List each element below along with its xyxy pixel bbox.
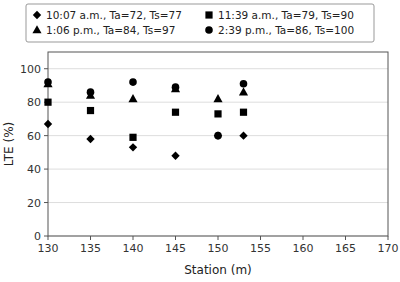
point [44, 99, 51, 106]
legend-label: 1:06 p.m., Ta=84, Ts=97 [46, 24, 175, 36]
series [44, 120, 248, 160]
point [87, 107, 94, 114]
x-tick-label: 145 [165, 242, 186, 255]
point [171, 84, 180, 92]
point [213, 94, 222, 102]
legend-box [26, 4, 374, 42]
y-tick [44, 169, 48, 170]
point [129, 78, 137, 86]
x-axis-label: Station (m) [184, 263, 252, 277]
series [44, 78, 247, 139]
x-tick-label: 160 [293, 242, 314, 255]
point [172, 109, 179, 116]
point [214, 110, 221, 117]
x-tick [175, 236, 176, 240]
legend-marker [205, 11, 212, 18]
x-tick-label: 165 [335, 242, 356, 255]
series [43, 79, 248, 102]
y-tick [44, 202, 48, 203]
point [44, 120, 52, 128]
point [172, 83, 180, 91]
point [86, 135, 94, 143]
legend-marker [33, 11, 41, 19]
x-tick-label: 150 [208, 242, 229, 255]
grid [48, 69, 388, 236]
grid-line [48, 68, 388, 69]
x-tick [90, 236, 91, 240]
point [129, 143, 137, 151]
x-tick [303, 236, 304, 240]
y-tick-label: 20 [27, 197, 41, 210]
point [240, 80, 248, 88]
y-tick [44, 236, 48, 237]
grid-line [48, 202, 388, 203]
y-tick-label: 80 [27, 96, 41, 109]
point [44, 78, 52, 86]
point [171, 152, 179, 160]
point [214, 131, 222, 139]
point [239, 131, 247, 139]
y-tick-label: 100 [20, 63, 41, 76]
legend-label: 10:07 a.m., Ta=72, Ts=77 [46, 9, 182, 21]
point [240, 109, 247, 116]
plot-frame [48, 52, 388, 236]
x-tick-label: 140 [123, 242, 144, 255]
x-tick [388, 236, 389, 240]
points [43, 78, 248, 160]
chart: 020406080100130135140145150155160165170S… [0, 0, 400, 282]
point [214, 132, 222, 140]
y-tick-label: 60 [27, 130, 41, 143]
y-axis-label: LTE (%) [2, 122, 16, 167]
y-tick-label: 40 [27, 163, 41, 176]
series [44, 99, 247, 141]
grid-line [48, 169, 388, 170]
y-tick [44, 68, 48, 69]
point [239, 87, 248, 95]
y-tick [44, 135, 48, 136]
x-tick [345, 236, 346, 240]
x-tick-label: 170 [378, 242, 399, 255]
x-tick [133, 236, 134, 240]
x-tick-label: 130 [38, 242, 59, 255]
point [87, 88, 95, 96]
point [128, 94, 137, 102]
point [43, 79, 52, 87]
x-tick [48, 236, 49, 240]
x-tick [218, 236, 219, 240]
legend-marker [32, 25, 41, 33]
legend-label: 11:39 a.m., Ta=79, Ts=90 [218, 9, 354, 21]
point [129, 134, 136, 141]
legend-label: 2:39 p.m., Ta=86, Ts=100 [218, 24, 354, 36]
legend: 10:07 a.m., Ta=72, Ts=77 11:39 a.m., Ta=7… [26, 4, 374, 42]
x-tick-label: 155 [250, 242, 271, 255]
x-tick-label: 135 [80, 242, 101, 255]
x-tick [260, 236, 261, 240]
legend-marker [205, 26, 213, 34]
